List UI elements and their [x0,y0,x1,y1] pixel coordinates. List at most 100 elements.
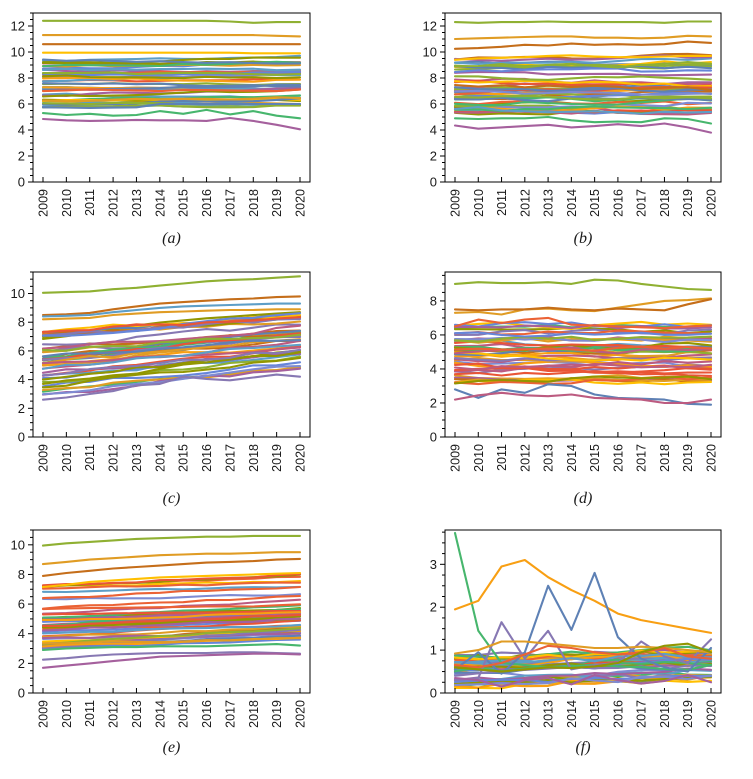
data-line [41,58,302,65]
y-tick-label: 2 [18,401,25,416]
data-line [453,327,713,335]
x-tick-label: 2020 [705,700,719,728]
x-tick-label: 2009 [449,700,463,728]
data-line [41,108,302,120]
x-tick-label: 2017 [635,700,649,728]
x-tick-label: 2009 [37,189,51,217]
data-line [453,89,713,96]
plot-lines [453,20,713,134]
x-tick-label: 2019 [270,189,284,217]
x-tick-label: 2014 [565,700,579,728]
data-line [41,333,302,352]
data-line [453,297,713,316]
data-line [41,302,302,318]
data-line [453,316,713,330]
data-line [453,644,713,669]
data-line [41,652,302,669]
x-tick-label: 2009 [37,444,51,472]
x-tick-label: 2016 [611,189,625,217]
axis-ticks [28,271,301,438]
x-tick-label: 2011 [495,700,509,727]
x-tick-label: 2013 [130,700,144,728]
data-line [41,104,302,109]
data-line [453,331,713,338]
data-line [41,295,302,317]
plot-frame [32,271,311,438]
data-line [453,335,713,343]
y-tick-label: 2 [18,149,25,164]
y-tick-label: 4 [18,123,25,138]
y-axis-labels: 0 2 4 6 8 10 12 [423,19,437,190]
subplot-d: 0 2 4 6 8 2009 2010 2011 2012 2013 2014 2015 2016 201… [377,260,753,520]
data-line [41,102,302,109]
data-line [453,345,713,352]
x-tick-label: 2013 [542,189,556,217]
data-line [453,360,713,371]
y-tick-label: 10 [11,537,25,552]
data-line [41,343,302,370]
x-tick-label: 2011 [83,444,97,471]
y-tick-label: 4 [430,361,437,376]
subplot-c-caption: (c) [162,490,181,507]
data-line [41,96,302,103]
x-tick-label: 2017 [635,444,649,472]
data-line [41,338,302,365]
x-tick-label: 2020 [294,700,308,728]
x-tick-label: 2010 [472,444,486,472]
x-tick-label: 2015 [177,700,191,728]
data-line [453,70,713,77]
x-axis-labels: 2009 2010 2011 2012 2013 2014 2015 2016 2017 2018… [37,189,308,217]
data-line [453,391,713,405]
data-line [41,611,302,622]
x-tick-label: 2013 [130,444,144,472]
x-tick-label: 2010 [60,189,74,217]
subplot-e: 0 2 4 6 8 10 2009 2010 2011 2012 2013 2014 2015 2016 2… [0,520,376,779]
y-tick-label: 12 [11,19,25,34]
data-line [41,571,302,589]
data-line [453,79,713,88]
data-line [453,340,713,351]
data-line [41,324,302,350]
x-tick-label: 2018 [658,444,672,472]
x-tick-label: 2020 [705,189,719,217]
axis-ticks [28,12,301,183]
y-axis-labels: 0 2 4 6 8 [430,293,437,444]
x-tick-label: 2009 [449,444,463,472]
data-line [453,54,713,61]
x-tick-label: 2009 [449,189,463,217]
x-tick-label: 2014 [565,189,579,217]
x-axis-labels: 2009 2010 2011 2012 2013 2014 2015 2016 2017 2018… [37,700,308,728]
x-tick-label: 2011 [495,189,509,216]
plot-lines [41,275,302,401]
data-line [453,75,713,81]
subplot-c: 0 2 4 6 8 10 2009 2010 2011 2012 2013 2014 2015 2016 2… [0,260,376,520]
x-tick-label: 2009 [37,700,51,728]
data-line [453,83,713,92]
y-tick-label: 8 [430,293,437,308]
data-line [453,62,713,69]
plot-lines [41,19,302,131]
subplot-f-caption: (f) [575,739,591,756]
x-axis-labels: 2009 2010 2011 2012 2013 2014 2015 2016 2017 2018… [449,444,719,472]
data-line [41,581,302,590]
y-axis-labels: 0 2 4 6 8 10 [11,537,25,700]
axis-ticks [440,274,712,438]
x-tick-label: 2018 [247,700,261,728]
data-line [453,106,713,115]
data-line [453,67,713,74]
y-tick-label: 0 [18,686,25,701]
subplot-b: 0 2 4 6 8 10 12 2009 2010 2011 2012 2013 2014 2015 201… [377,0,753,260]
data-line [453,642,713,673]
data-line [41,116,302,131]
subplot-f: 0 1 2 3 2009 2010 2011 2012 2013 2014 2015 2016 2017… [377,520,753,779]
x-tick-label: 2012 [518,189,532,217]
y-tick-label: 1 [430,643,437,658]
x-tick-label: 2011 [495,444,509,471]
chart-d-canvas: 0 2 4 6 8 2009 2010 2011 2012 2013 2014 2015 2016 201… [430,271,722,472]
data-line [41,557,302,577]
y-axis-labels: 0 1 2 3 [430,557,437,701]
y-tick-label: 4 [430,123,437,138]
x-tick-label: 2013 [542,444,556,472]
x-tick-label: 2018 [247,189,261,217]
